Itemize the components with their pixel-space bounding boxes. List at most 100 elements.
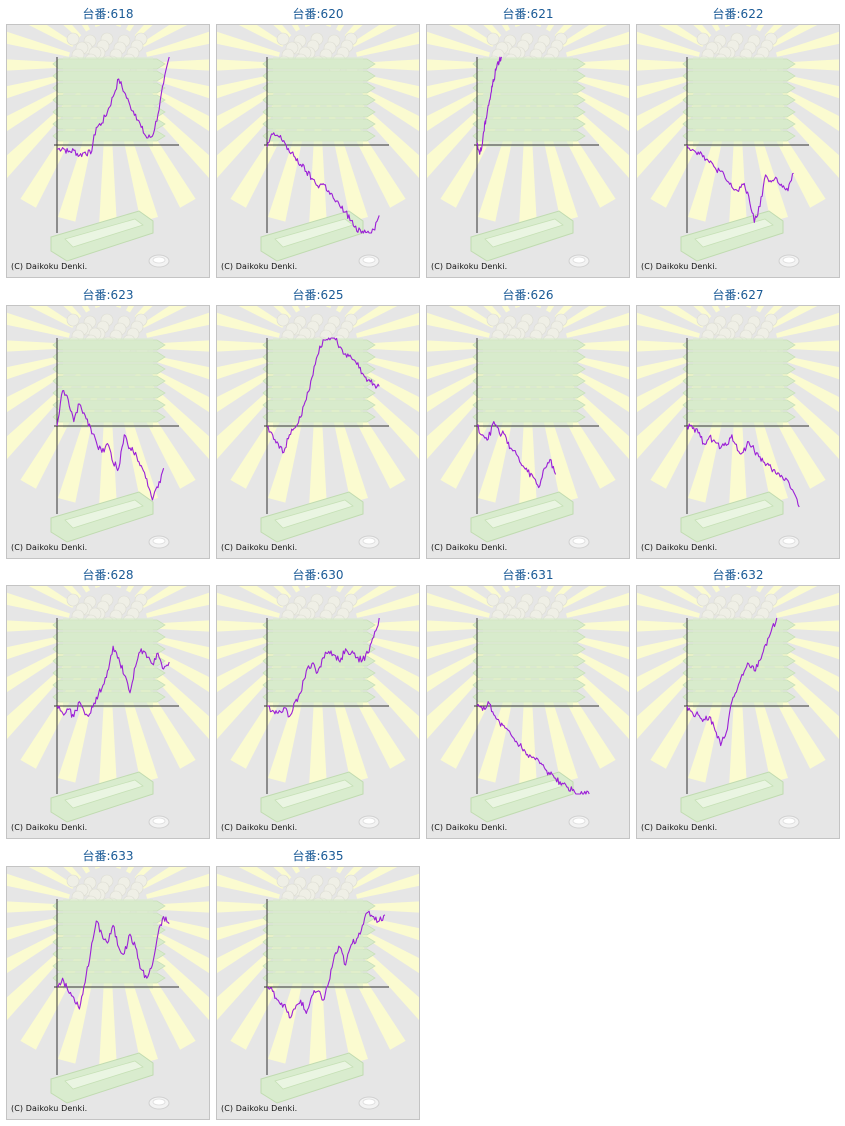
sun-ray xyxy=(561,305,608,328)
background-tray xyxy=(50,771,154,823)
chart-title[interactable]: 台番:626 xyxy=(502,287,554,302)
chart-panel: 台番:620 (C) Daikoku Denki. xyxy=(216,0,420,278)
ball xyxy=(486,593,500,607)
copyright-text: (C) Daikoku Denki. xyxy=(11,542,88,552)
coin-inner xyxy=(152,1098,166,1105)
series-line xyxy=(686,144,794,223)
sun-ray xyxy=(351,866,398,889)
sun-ray xyxy=(776,634,839,660)
chart-panel: 台番:630 (C) Daikoku Denki. xyxy=(216,561,420,839)
series-line xyxy=(686,617,778,747)
background-tray xyxy=(260,490,364,543)
chart-frame: (C) Daikoku Denki. xyxy=(6,865,210,1120)
chart-title[interactable]: 台番:633 xyxy=(82,848,134,863)
sun-ray xyxy=(141,866,188,889)
sun-ray xyxy=(147,620,209,632)
background-boxes xyxy=(682,337,796,428)
chart-frame: (C) Daikoku Denki. xyxy=(426,304,630,559)
copyright-text: (C) Daikoku Denki. xyxy=(431,823,508,832)
sun-ray xyxy=(326,866,332,869)
sun-ray xyxy=(7,914,70,940)
series-line xyxy=(476,56,503,155)
chart-title[interactable]: 台番:635 xyxy=(292,848,344,863)
copyright-text: (C) Daikoku Denki. xyxy=(221,823,298,832)
background-boxes xyxy=(52,57,166,147)
copyright-text: (C) Daikoku Denki. xyxy=(11,823,88,832)
coin-inner xyxy=(782,537,796,544)
sun-ray xyxy=(291,866,300,873)
chart-svg xyxy=(217,866,419,1109)
sun-ray xyxy=(146,353,209,379)
chart-title[interactable]: 台番:625 xyxy=(292,287,344,302)
coin-icon xyxy=(568,535,590,548)
chart-title[interactable]: 台番:621 xyxy=(502,7,554,21)
tray-inner xyxy=(274,779,354,809)
sun-ray xyxy=(141,924,209,973)
chart-frame: (C) Daikoku Denki. xyxy=(426,585,630,839)
sun-ray xyxy=(724,586,730,588)
chart-panel: 台番:628 (C) Daikoku Denki. xyxy=(6,561,210,839)
box-body xyxy=(483,618,573,708)
background-boxes xyxy=(262,618,376,708)
chart-title[interactable]: 台番:620 xyxy=(292,7,344,21)
chart-title[interactable]: 台番:631 xyxy=(502,568,554,582)
sun-ray xyxy=(7,59,69,71)
sun-ray xyxy=(217,353,280,379)
coin-icon xyxy=(148,815,170,829)
copyright-text: (C) Daikoku Denki. xyxy=(11,262,88,271)
sun-ray xyxy=(217,312,280,338)
sun-ray xyxy=(146,31,209,57)
chart-frame: (C) Daikoku Denki. xyxy=(636,585,840,839)
chart-panel: 台番:622 (C) Daikoku Denki. xyxy=(636,0,840,278)
coin-icon xyxy=(148,535,170,548)
sun-ray xyxy=(7,312,70,338)
series-line xyxy=(476,420,557,488)
sun-ray xyxy=(567,59,629,71)
chart-title[interactable]: 台番:628 xyxy=(82,568,134,582)
sun-ray xyxy=(99,946,117,1067)
coin-icon xyxy=(358,254,380,268)
series-line xyxy=(266,336,380,453)
sun-ray xyxy=(427,31,490,57)
sun-ray xyxy=(351,924,419,973)
coin-inner xyxy=(152,817,166,825)
chart-svg xyxy=(7,305,209,548)
sun-ray xyxy=(336,586,345,593)
sun-ray xyxy=(81,866,90,873)
chart-title[interactable]: 台番:622 xyxy=(712,7,764,21)
sun-ray xyxy=(777,339,839,352)
sun-ray xyxy=(637,59,699,71)
chart-title[interactable]: 台番:630 xyxy=(292,568,344,582)
series-line xyxy=(476,701,590,795)
sun-ray xyxy=(116,586,122,588)
background-boxes xyxy=(472,337,586,428)
coin-icon xyxy=(148,1096,170,1109)
chart-panel: 台番:623 (C) Daikoku Denki. xyxy=(6,281,210,559)
chart-title[interactable]: 台番:623 xyxy=(82,287,134,302)
sun-ray xyxy=(427,83,495,132)
chart-title[interactable]: 台番:632 xyxy=(712,568,764,582)
background-boxes xyxy=(682,57,796,147)
chart-title[interactable]: 台番:627 xyxy=(712,287,764,302)
sun-ray xyxy=(7,620,69,632)
sun-ray xyxy=(356,592,419,618)
chart-frame: (C) Daikoku Denki. xyxy=(216,865,420,1120)
sun-ray xyxy=(351,25,398,47)
chart-svg xyxy=(637,305,839,548)
sun-ray xyxy=(756,305,765,312)
coin-inner xyxy=(572,817,586,825)
sun-ray xyxy=(141,83,209,132)
sun-ray xyxy=(746,25,752,27)
sun-ray xyxy=(756,586,765,593)
sun-ray xyxy=(217,634,280,660)
sun-ray xyxy=(7,363,75,412)
sun-ray xyxy=(28,25,75,47)
copyright-text: (C) Daikoku Denki. xyxy=(431,262,508,271)
sun-ray xyxy=(81,586,90,593)
sun-ray xyxy=(729,385,747,506)
sun-ray xyxy=(141,363,209,412)
chart-frame: (C) Daikoku Denki. xyxy=(6,24,210,278)
sun-ray xyxy=(567,620,629,632)
sun-ray xyxy=(217,914,280,940)
chart-title[interactable]: 台番:618 xyxy=(82,7,134,21)
